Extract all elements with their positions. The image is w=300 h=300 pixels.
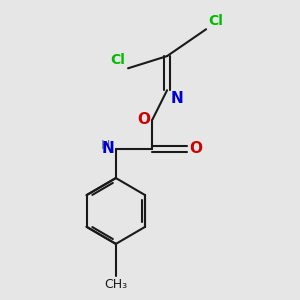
- Text: N: N: [102, 141, 115, 156]
- Text: N: N: [171, 92, 184, 106]
- Text: H: H: [100, 139, 110, 152]
- Text: Cl: Cl: [111, 53, 126, 67]
- Text: CH₃: CH₃: [104, 278, 128, 291]
- Text: Cl: Cl: [208, 14, 224, 28]
- Text: O: O: [189, 141, 202, 156]
- Text: O: O: [137, 112, 150, 127]
